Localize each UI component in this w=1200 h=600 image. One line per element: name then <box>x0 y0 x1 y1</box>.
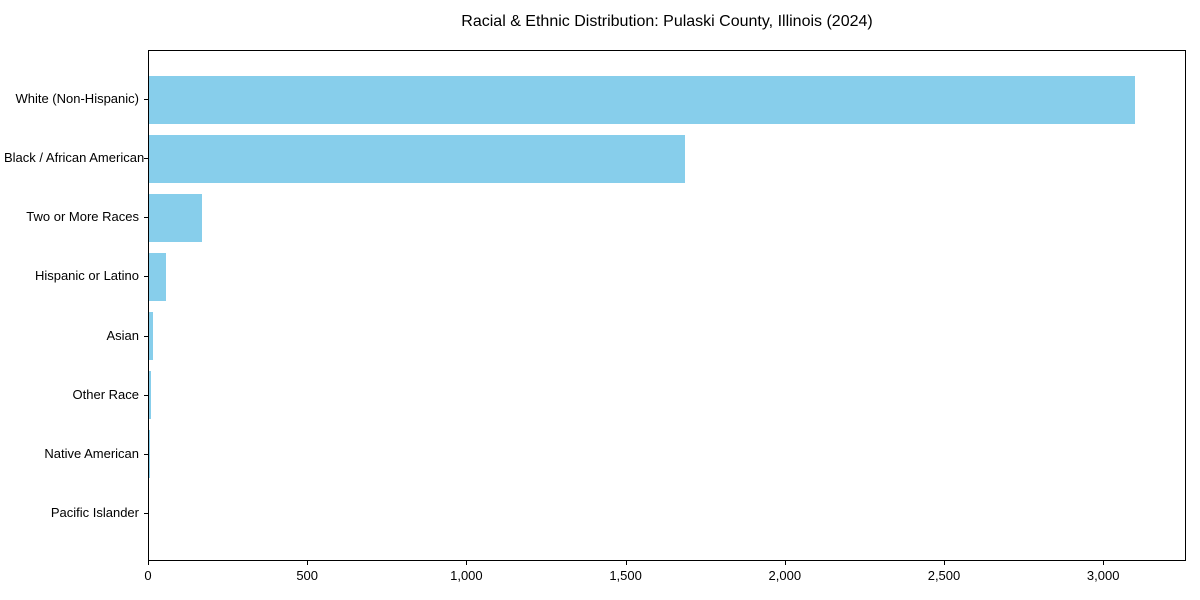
y-tick-label: Other Race <box>72 386 139 402</box>
y-tick-mark <box>144 335 148 337</box>
x-tick-label: 3,000 <box>1086 568 1120 583</box>
y-tick-label: Native American <box>44 446 139 462</box>
x-tick-label: 0 <box>144 568 152 583</box>
bar-6 <box>149 429 150 478</box>
y-tick-mark <box>144 513 148 515</box>
y-tick-mark <box>144 157 148 159</box>
x-tick-label: 2,500 <box>927 568 961 583</box>
y-tick-label: White (Non-Hispanic) <box>15 90 139 106</box>
bar-row <box>149 188 1185 247</box>
bar-0 <box>149 75 1136 124</box>
x-tick-mark <box>1103 561 1105 565</box>
y-tick-label: Two or More Races <box>26 209 139 225</box>
bars <box>149 51 1185 560</box>
bar-4 <box>149 311 153 360</box>
bar-row <box>149 129 1185 188</box>
chart-title: Racial & Ethnic Distribution: Pulaski Co… <box>461 13 873 30</box>
y-tick-mark <box>144 98 148 100</box>
x-tick-label: 500 <box>296 568 319 583</box>
x-tick-label: 1,500 <box>609 568 642 583</box>
bar-2 <box>149 193 203 242</box>
x-tick-mark <box>625 561 627 565</box>
y-tick-label: Hispanic or Latino <box>34 268 139 284</box>
x-tick-mark <box>148 561 149 565</box>
x-tick-mark <box>307 561 309 565</box>
y-tick-mark <box>144 454 148 456</box>
plot-area <box>148 50 1186 561</box>
y-axis-labels: White (Non-Hispanic) Black / African Amer… <box>0 50 148 561</box>
x-axis: 0 500 1,000 1,500 2,000 2,500 3,000 <box>144 561 1186 591</box>
x-tick-mark <box>784 561 786 565</box>
y-tick-label: Asian <box>106 327 139 343</box>
y-tick-label: Black / African American <box>4 149 145 165</box>
y-tick-label: Pacific Islander <box>50 505 139 521</box>
bar-row <box>149 424 1185 483</box>
x-tick-label: 1,000 <box>450 568 483 583</box>
bar-row <box>149 247 1185 306</box>
x-tick-mark <box>466 561 468 565</box>
y-tick-mark <box>144 276 148 278</box>
x-tick-label: 2,000 <box>768 568 802 583</box>
bar-row <box>149 365 1185 424</box>
y-tick-mark <box>144 217 148 219</box>
y-tick-mark <box>144 394 148 396</box>
bar-row <box>149 70 1185 129</box>
bar-1 <box>149 134 685 183</box>
bar-3 <box>149 252 167 301</box>
bar-row <box>149 306 1185 365</box>
bar-5 <box>149 370 151 419</box>
bar-row <box>149 483 1185 542</box>
x-tick-mark <box>944 561 945 565</box>
